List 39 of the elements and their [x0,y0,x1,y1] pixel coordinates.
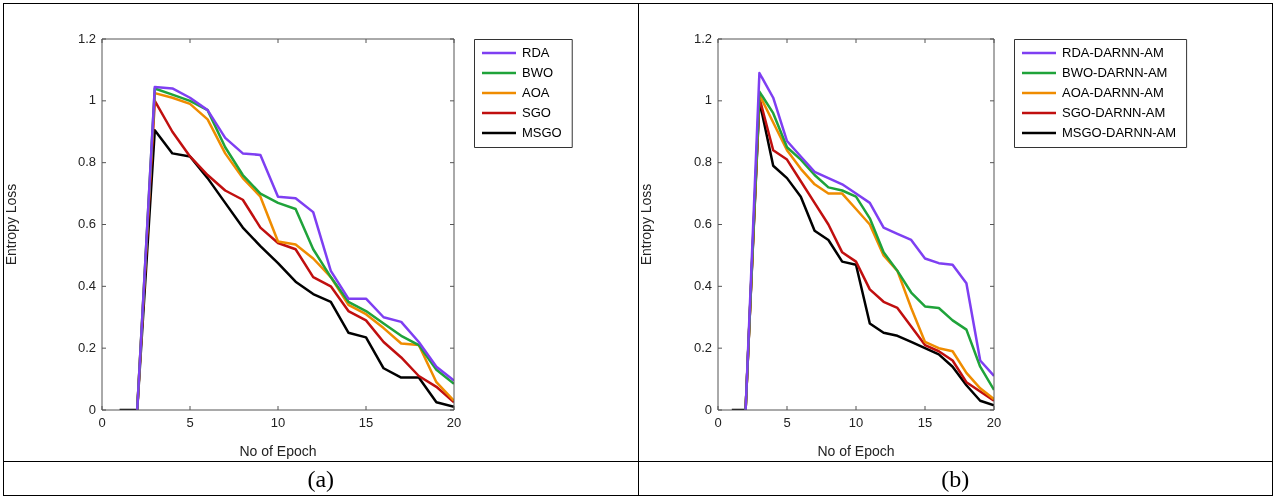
x-tick-label: 20 [446,415,462,431]
x-tick-label: 20 [986,415,1001,431]
y-tick-label: 0.2 [693,339,712,355]
y-tick-label: 0.8 [77,154,96,170]
y-tick-label: 0.4 [693,277,712,293]
legend-label: BWO-DARNN-AM [1061,64,1167,80]
legend-label: AOA-DARNN-AM [1061,84,1164,100]
legend-label: MSGO-DARNN-AM [1061,124,1176,140]
legend-label: AOA [522,84,550,100]
y-tick-label: 0.4 [77,277,96,293]
x-axis-title: No of Epoch [239,443,317,460]
legend-label: MSGO [522,124,562,140]
legend-label: RDA [522,44,550,60]
y-tick-label: 1.2 [77,30,96,46]
y-axis-title: Entropy Loss [3,183,20,266]
legend-label: SGO [522,104,551,120]
text: (b) [638,461,1272,496]
text: (a) [4,461,638,496]
x-tick-label: 15 [917,415,932,431]
x-tick-label: 15 [358,415,374,431]
x-tick-label: 10 [270,415,286,431]
x-tick-label: 5 [186,415,194,431]
x-axis-title: No of Epoch [816,443,895,460]
y-tick-label: 0 [88,401,96,417]
y-tick-label: 1 [704,92,712,108]
x-tick-label: 0 [98,415,106,431]
y-tick-label: 0.8 [693,154,712,170]
y-tick-label: 1.2 [693,30,712,46]
legend-label: SGO-DARNN-AM [1061,104,1165,120]
y-tick-label: 1 [88,92,96,108]
legend-label: BWO [522,64,554,80]
y-tick-label: 0.6 [693,216,712,232]
y-tick-label: 0.6 [77,216,96,232]
legend-label: RDA-DARNN-AM [1061,44,1164,60]
y-tick-label: 0 [704,401,712,417]
x-tick-label: 5 [782,415,791,431]
y-tick-label: 0.2 [77,339,96,355]
y-axis-title: Entropy Loss [637,183,654,266]
x-tick-label: 10 [848,415,863,431]
